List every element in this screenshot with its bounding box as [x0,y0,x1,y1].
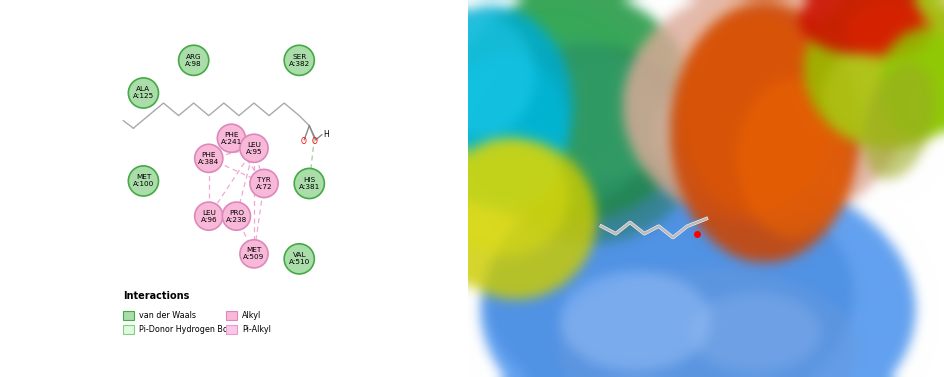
FancyBboxPatch shape [123,325,134,334]
Text: VAL
A:510: VAL A:510 [288,252,310,265]
Text: Alkyl: Alkyl [243,311,261,320]
Circle shape [250,169,278,198]
Circle shape [284,45,314,75]
Text: HIS
A:381: HIS A:381 [298,177,320,190]
Text: LEU
A:96: LEU A:96 [200,210,217,223]
Text: Interactions: Interactions [123,291,190,301]
Circle shape [284,244,314,274]
Text: ALA
A:125: ALA A:125 [133,86,154,100]
Text: Pi-Donor Hydrogen Bond: Pi-Donor Hydrogen Bond [139,325,238,334]
FancyBboxPatch shape [227,325,237,334]
Text: ARG
A:98: ARG A:98 [185,54,202,67]
Text: SER
A:382: SER A:382 [288,54,310,67]
Circle shape [194,144,223,172]
Circle shape [240,134,268,162]
Text: PHE
A:241: PHE A:241 [221,132,242,145]
Circle shape [217,124,245,152]
Text: PHE
A:384: PHE A:384 [198,152,219,165]
Text: Pi-Alkyl: Pi-Alkyl [243,325,271,334]
Circle shape [294,169,324,199]
Circle shape [194,202,223,230]
Circle shape [178,45,209,75]
Text: LEU
A:95: LEU A:95 [245,142,262,155]
Circle shape [240,240,268,268]
Text: van der Waals: van der Waals [139,311,196,320]
Text: PRO
A:238: PRO A:238 [226,210,246,223]
Text: TYR
A:72: TYR A:72 [256,177,272,190]
FancyBboxPatch shape [123,311,134,320]
Text: MET
A:509: MET A:509 [244,247,264,261]
Text: H: H [323,130,329,139]
Text: O: O [312,137,317,146]
Text: MET
A:100: MET A:100 [133,175,154,187]
FancyBboxPatch shape [227,311,237,320]
Circle shape [128,166,159,196]
Text: O: O [300,137,306,146]
Circle shape [128,78,159,108]
Circle shape [222,202,250,230]
